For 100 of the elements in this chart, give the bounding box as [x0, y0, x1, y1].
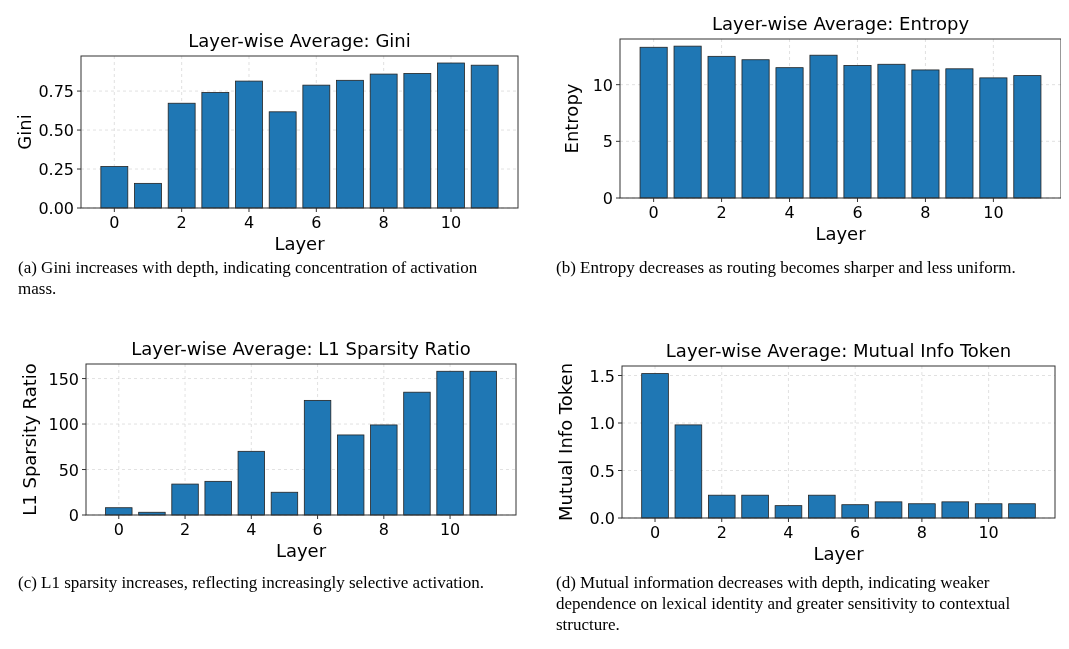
x-tick-label: 6 — [312, 520, 323, 539]
x-tick-label: 10 — [978, 523, 999, 542]
y-tick-label: 150 — [48, 369, 79, 389]
bar — [874, 501, 903, 519]
bar — [370, 424, 398, 516]
y-tick-label: 0.50 — [38, 121, 74, 141]
bar — [674, 424, 703, 519]
x-tick-label: 0 — [649, 523, 661, 542]
bar — [945, 68, 974, 199]
bar — [270, 491, 299, 516]
chart-title: Layer-wise Average: L1 Sparsity Ratio — [131, 338, 471, 359]
y-tick-label: 50 — [58, 460, 79, 480]
y-tick-label: 1.0 — [589, 414, 615, 433]
x-tick-label: 6 — [852, 203, 863, 222]
bar — [167, 102, 196, 209]
bar — [908, 503, 936, 519]
bar — [639, 46, 668, 199]
x-tick-label: 4 — [243, 213, 255, 232]
bar — [774, 505, 803, 519]
bar — [302, 84, 331, 209]
bar — [974, 503, 1003, 519]
bar — [809, 54, 838, 199]
chart-title: Layer-wise Average: Mutual Info Token — [665, 340, 1012, 361]
x-tick-label: 0 — [113, 520, 124, 539]
bar — [403, 391, 431, 516]
x-tick-label: 8 — [916, 523, 927, 542]
y-tick-label: 0 — [68, 506, 79, 525]
bar — [877, 63, 906, 199]
bar — [337, 434, 365, 516]
x-tick-label: 10 — [440, 213, 462, 232]
bar — [673, 45, 702, 199]
bar — [134, 182, 162, 209]
bar — [741, 494, 769, 519]
y-tick-label: 0.0 — [589, 509, 615, 528]
bar — [979, 77, 1008, 199]
x-tick-label: 4 — [783, 523, 794, 542]
bar — [100, 166, 129, 209]
y-tick-label: 0.25 — [38, 160, 74, 180]
y-tick-label: 100 — [48, 415, 79, 435]
y-tick-label: 0.75 — [38, 82, 74, 102]
bar — [268, 111, 297, 209]
x-tick-label: 2 — [716, 523, 727, 542]
bar — [808, 494, 836, 519]
x-tick-label: 8 — [378, 520, 389, 539]
x-tick-label: 10 — [983, 203, 1004, 222]
text: (c) L1 sparsity increases, reflecting increasingly selective activation. — [18, 573, 484, 592]
bar — [841, 504, 869, 519]
bar — [403, 73, 432, 209]
x-tick-label: 2 — [176, 213, 187, 232]
x-tick-label: 6 — [850, 523, 861, 542]
text: (a) Gini increases with depth, indicating concentration of activation mass. — [18, 258, 478, 298]
x-tick-label: 8 — [378, 213, 389, 232]
x-axis-title: Layer — [815, 223, 867, 244]
bar — [469, 370, 497, 516]
x-axis-title: Layer — [275, 540, 327, 561]
x-tick-label: 4 — [784, 203, 795, 222]
bar — [204, 480, 232, 516]
y-tick-label: 1.5 — [589, 366, 615, 386]
bar — [843, 65, 872, 199]
bar — [941, 501, 969, 519]
bar — [303, 399, 332, 516]
x-tick-label: 2 — [716, 203, 727, 222]
x-axis-title: Layer — [274, 233, 326, 254]
x-tick-label: 8 — [920, 203, 931, 222]
bar — [1013, 75, 1042, 199]
y-axis-title: Entropy — [561, 83, 582, 154]
y-tick-label: 0 — [602, 189, 613, 208]
x-tick-label: 0 — [648, 203, 659, 222]
bar — [237, 450, 265, 516]
bar — [436, 370, 464, 516]
chart-title: Layer-wise Average: Entropy — [711, 13, 970, 34]
x-tick-label: 0 — [109, 213, 120, 232]
x-tick-label: 6 — [311, 213, 322, 232]
bar — [235, 80, 263, 209]
y-axis-title: Mutual Info Token — [555, 362, 576, 522]
y-tick-label: 0.00 — [38, 199, 74, 218]
y-axis-title: Gini — [14, 114, 35, 150]
x-tick-label: 10 — [439, 520, 461, 539]
bar — [641, 373, 669, 519]
chart-title: Layer-wise Average: Gini — [188, 30, 411, 51]
y-tick-label: 5 — [602, 132, 613, 152]
bar — [708, 494, 736, 519]
bar — [336, 79, 364, 209]
bar — [470, 64, 499, 209]
x-axis-title: Layer — [813, 543, 865, 564]
x-tick-label: 4 — [246, 520, 257, 539]
bar — [201, 92, 230, 209]
y-tick-label: 0.5 — [589, 461, 615, 481]
bar — [775, 67, 804, 199]
bar — [911, 69, 940, 199]
text: (b) Entropy decreases as routing becomes sharper and less uniform. — [556, 258, 1016, 277]
bar — [171, 483, 199, 516]
y-tick-label: 10 — [592, 75, 613, 95]
bar — [369, 73, 398, 209]
y-axis-title: L1 Sparsity Ratio — [19, 363, 40, 516]
bar — [437, 62, 465, 209]
bar — [741, 59, 770, 199]
text: (d) Mutual information decreases with depth, indicating weaker dependence on lexical identity and greater sensitivity to contextual structure. — [556, 573, 1011, 634]
bar — [707, 55, 736, 199]
x-tick-label: 2 — [179, 520, 191, 539]
